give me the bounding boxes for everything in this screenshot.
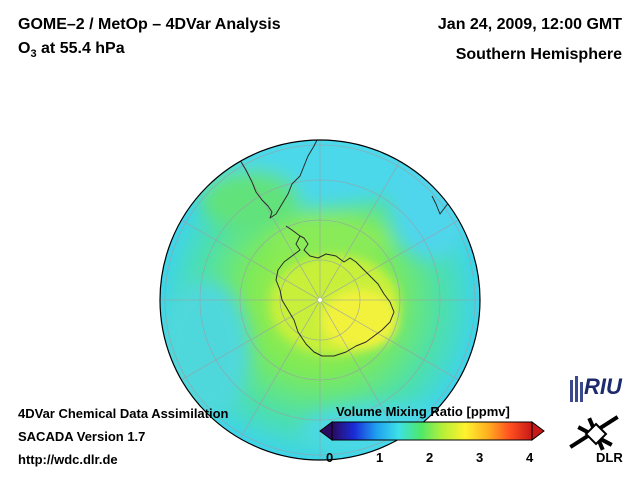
colorbar-tick-0: 0 xyxy=(326,450,334,465)
riu-logo: RIU xyxy=(566,374,630,404)
globe-outline xyxy=(159,139,481,461)
map-title: GOME–2 / MetOp – 4DVar Analysis xyxy=(18,16,281,33)
datetime-label: Jan 24, 2009, 12:00 GMT xyxy=(437,16,622,33)
footer-link[interactable]: http://wdc.dlr.de xyxy=(18,452,118,467)
region-label: Southern Hemisphere xyxy=(455,46,622,63)
south-america-coast xyxy=(211,140,319,219)
footer-line-1: 4DVar Chemical Data Assimilation xyxy=(18,406,229,421)
antarctica-coast xyxy=(275,235,395,357)
colorbar-title: Volume Mixing Ratio [ppmv] xyxy=(336,404,510,419)
colorbar-under-arrow xyxy=(319,421,333,441)
colorbar-ramp xyxy=(331,421,533,441)
colorbar-over-arrow xyxy=(531,421,545,441)
colorbar-tick-4: 4 xyxy=(526,450,534,465)
south-pole-marker xyxy=(318,298,322,302)
riu-logo-text: RIU xyxy=(584,374,622,399)
riu-building-icon xyxy=(570,376,583,402)
colorbar-tick-2: 2 xyxy=(426,450,434,465)
antarctic-peninsula xyxy=(285,225,301,237)
colorbar-tick-3: 3 xyxy=(476,450,484,465)
colorbar-tick-1: 1 xyxy=(376,450,384,465)
dlr-emblem-icon xyxy=(569,415,619,451)
footer-line-2: SACADA Version 1.7 xyxy=(18,429,146,444)
species-name: O xyxy=(18,40,31,57)
species-subscript: 3 xyxy=(30,48,37,61)
colorbar xyxy=(319,421,545,441)
dlr-logo-text: DLR xyxy=(596,450,623,465)
dlr-logo: DLR xyxy=(562,414,632,470)
pressure-level: at 55.4 hPa xyxy=(36,40,125,57)
species-level-label: O3 at 55.4 hPa xyxy=(18,40,125,60)
